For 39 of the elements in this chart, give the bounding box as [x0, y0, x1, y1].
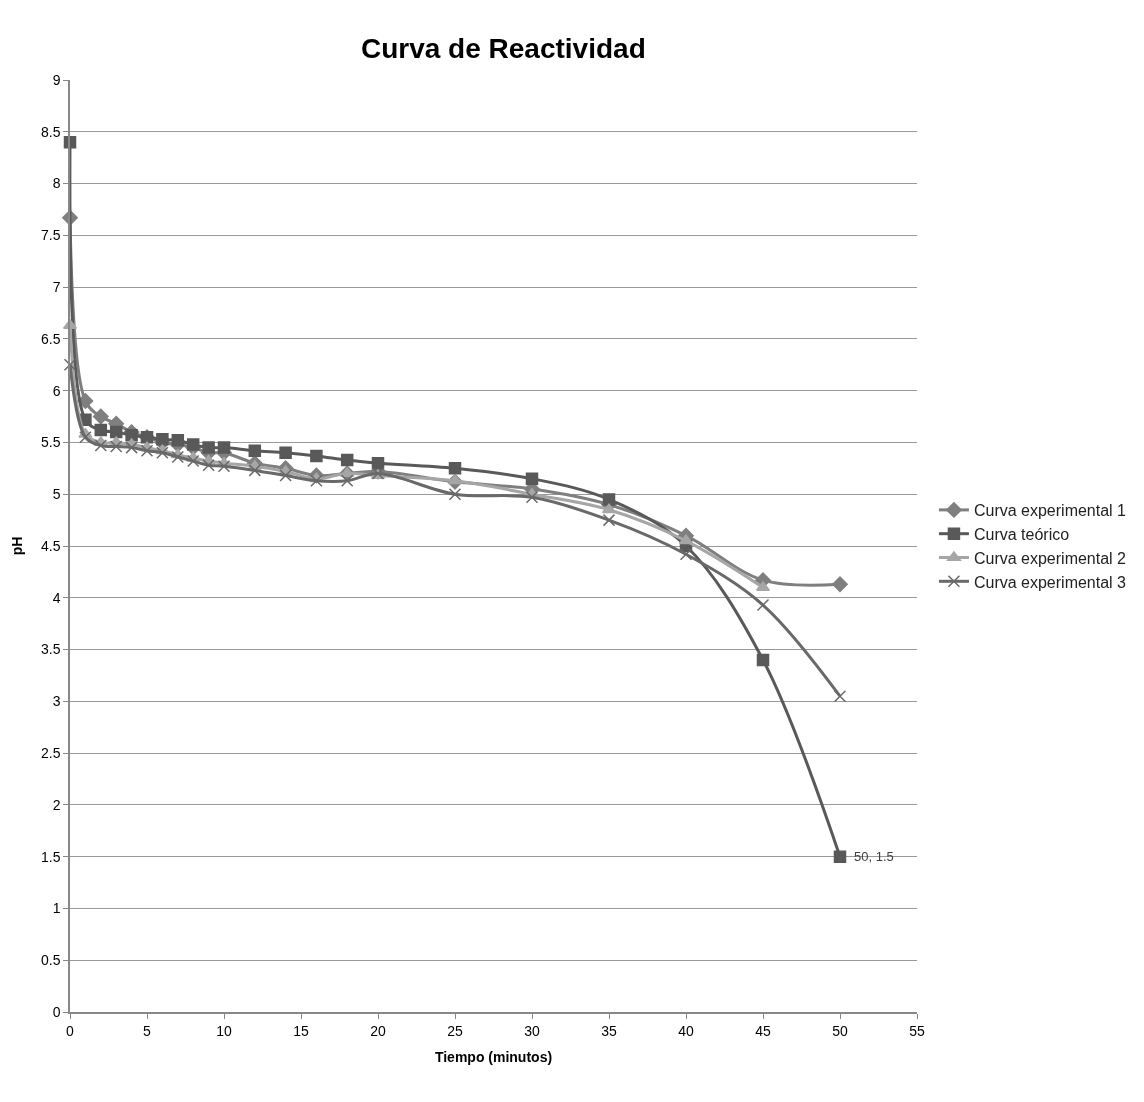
y-axis-title: pH — [9, 536, 26, 556]
y-tick-label: 9 — [52, 71, 61, 88]
y-tick-label: 0.5 — [40, 952, 61, 969]
y-tick-label: 4 — [52, 589, 61, 606]
y-tick-label: 7 — [52, 279, 61, 296]
x-tick-label: 40 — [678, 1022, 694, 1039]
legend-label: Curva teórico — [973, 525, 1070, 543]
x-axis-title: Tiempo (minutos) — [434, 1049, 553, 1066]
y-tick-label: 6.5 — [40, 330, 61, 347]
x-tick-label: 5 — [143, 1022, 152, 1039]
y-tick-label: 3 — [52, 693, 61, 710]
y-tick-label: 5 — [52, 486, 61, 503]
x-tick-label: 0 — [66, 1022, 75, 1039]
x-tick-label: 55 — [909, 1022, 925, 1039]
legend-label: Curva experimental 1 — [973, 502, 1127, 520]
chart-title: Curva de Reactividad — [360, 33, 646, 65]
y-tick-label: 0 — [52, 1003, 61, 1020]
x-tick-label: 15 — [293, 1022, 309, 1039]
x-tick-label: 30 — [524, 1022, 540, 1039]
y-tick-label: 2 — [52, 796, 61, 813]
legend-label: Curva experimental 3 — [973, 573, 1127, 591]
y-tick-label: 5.5 — [40, 434, 61, 451]
x-tick-label: 10 — [216, 1022, 232, 1039]
y-tick-label: 6 — [52, 382, 61, 399]
y-tick-label: 8.5 — [40, 123, 61, 140]
x-tick-label: 20 — [370, 1022, 386, 1039]
legend-label: Curva experimental 2 — [973, 549, 1127, 567]
x-tick-label: 45 — [755, 1022, 771, 1039]
y-tick-label: 1.5 — [40, 848, 61, 865]
y-tick-label: 1 — [52, 900, 61, 917]
y-tick-label: 2.5 — [40, 745, 61, 762]
y-tick-label: 4.5 — [40, 537, 61, 554]
y-tick-label: 8 — [52, 175, 61, 192]
x-tick-label: 50 — [832, 1022, 848, 1039]
annotation: 50, 1.5 — [854, 849, 894, 864]
y-tick-label: 3.5 — [40, 641, 61, 658]
y-tick-label: 7.5 — [40, 227, 61, 244]
x-tick-label: 35 — [601, 1022, 617, 1039]
x-tick-label: 25 — [447, 1022, 463, 1039]
